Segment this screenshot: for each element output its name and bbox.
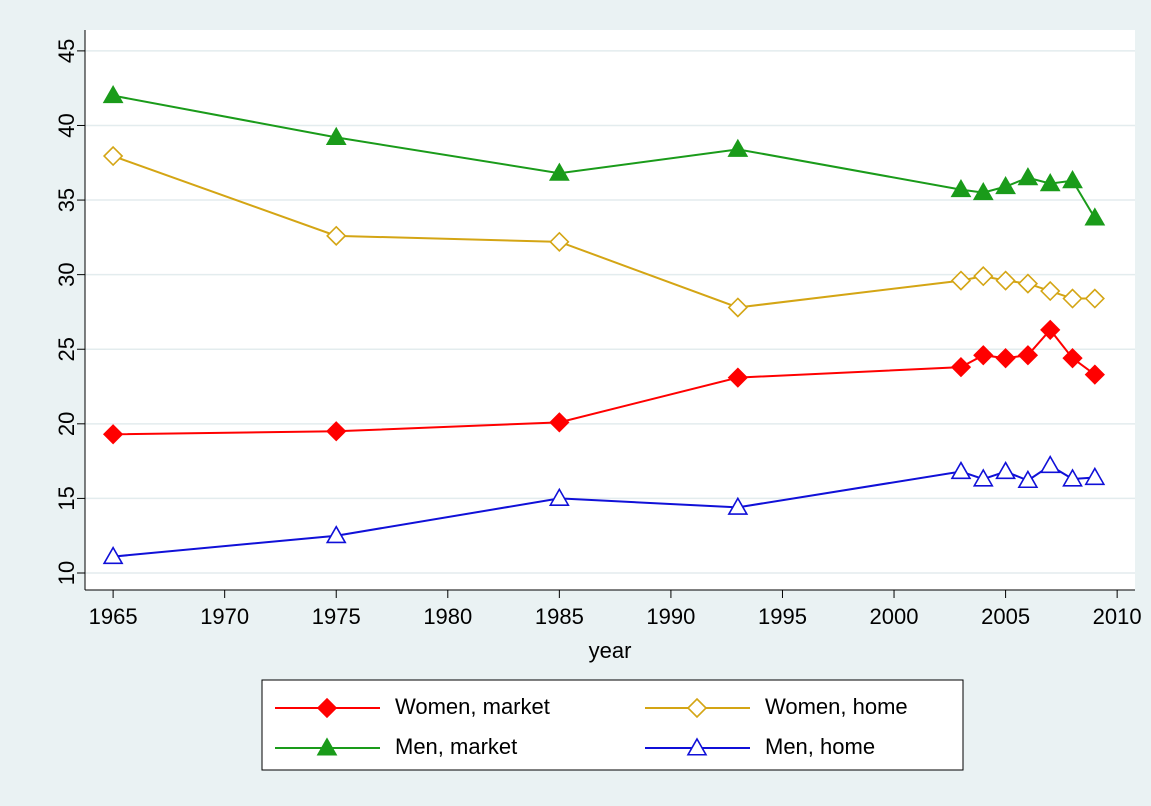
y-tick-label: 25 xyxy=(54,337,79,361)
marker xyxy=(995,176,1016,195)
marker xyxy=(950,179,972,198)
marker xyxy=(1039,454,1061,474)
x-tick-label: 2000 xyxy=(870,604,919,629)
x-tick-label: 2010 xyxy=(1093,604,1142,629)
y-tick-label: 20 xyxy=(54,412,79,436)
y-tick-label: 45 xyxy=(54,39,79,63)
marker xyxy=(549,412,570,433)
marker xyxy=(686,737,708,756)
plot-area xyxy=(85,30,1135,590)
x-tick-label: 1980 xyxy=(423,604,472,629)
marker xyxy=(686,697,708,719)
marker xyxy=(102,85,124,104)
legend-label: Men, market xyxy=(395,734,517,759)
marker xyxy=(995,460,1016,480)
x-tick-label: 1995 xyxy=(758,604,807,629)
x-tick-label: 1970 xyxy=(200,604,249,629)
marker xyxy=(102,424,124,445)
marker xyxy=(972,468,994,487)
marker xyxy=(326,225,347,246)
marker xyxy=(325,525,347,544)
marker xyxy=(316,737,338,756)
marker xyxy=(548,487,570,506)
legend-label: Women, home xyxy=(765,694,908,719)
marker xyxy=(326,421,347,442)
y-tick-label: 40 xyxy=(54,113,79,137)
legend-label: Women, market xyxy=(395,694,550,719)
marker xyxy=(102,145,124,167)
marker xyxy=(972,181,994,201)
marker xyxy=(1062,348,1083,369)
marker xyxy=(1017,345,1039,366)
marker xyxy=(1062,468,1083,487)
marker xyxy=(973,266,994,287)
marker xyxy=(1062,288,1083,309)
legend-label: Men, home xyxy=(765,734,875,759)
x-tick-label: 2005 xyxy=(981,604,1030,629)
legend xyxy=(261,679,964,771)
marker xyxy=(1062,170,1083,189)
marker xyxy=(950,270,972,291)
marker xyxy=(548,162,570,181)
x-tick-label: 1965 xyxy=(89,604,138,629)
marker xyxy=(1084,364,1105,385)
marker xyxy=(727,367,748,388)
marker xyxy=(727,297,748,318)
marker xyxy=(1017,167,1039,186)
marker xyxy=(727,496,749,515)
marker xyxy=(995,348,1016,369)
marker xyxy=(1084,207,1106,226)
marker xyxy=(1039,173,1061,192)
marker xyxy=(325,126,347,145)
marker xyxy=(1084,288,1105,309)
marker xyxy=(549,231,570,252)
y-tick-label: 35 xyxy=(54,188,79,212)
marker xyxy=(727,138,749,157)
x-tick-label: 1990 xyxy=(646,604,695,629)
marker xyxy=(1017,469,1039,489)
x-axis-title: year xyxy=(589,638,632,663)
marker xyxy=(950,357,972,378)
marker xyxy=(1040,280,1061,302)
marker xyxy=(316,697,338,719)
y-tick-label: 15 xyxy=(54,486,79,510)
y-tick-label: 10 xyxy=(54,561,79,585)
marker xyxy=(102,545,124,565)
y-tick-label: 30 xyxy=(54,262,79,286)
marker xyxy=(950,460,972,480)
x-tick-label: 1985 xyxy=(535,604,584,629)
x-tick-label: 1975 xyxy=(312,604,361,629)
marker xyxy=(973,345,994,366)
marker xyxy=(1084,466,1106,486)
marker xyxy=(995,270,1016,291)
marker xyxy=(1017,273,1039,294)
marker xyxy=(1040,319,1061,340)
